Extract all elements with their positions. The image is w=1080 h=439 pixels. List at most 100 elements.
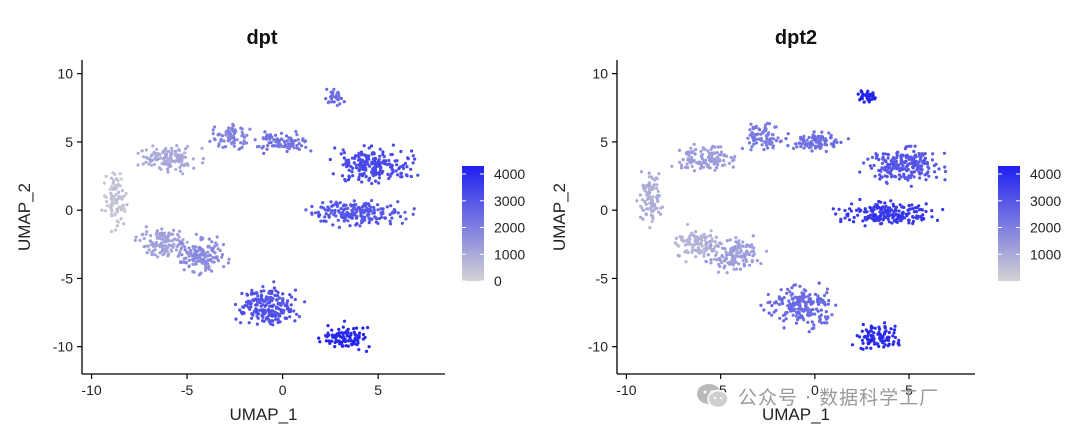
data-point	[883, 165, 888, 169]
data-point	[850, 343, 855, 347]
data-point	[881, 334, 885, 339]
data-point	[349, 164, 353, 169]
data-point	[220, 252, 225, 257]
data-point	[105, 199, 109, 204]
data-point	[273, 144, 277, 148]
data-point	[749, 148, 753, 152]
data-point	[388, 162, 392, 166]
data-point	[366, 326, 370, 330]
data-point	[896, 341, 900, 346]
data-point	[404, 173, 408, 177]
data-point	[141, 232, 145, 236]
data-point	[702, 254, 706, 258]
data-point	[187, 264, 191, 268]
data-point	[323, 215, 327, 219]
data-point	[804, 142, 808, 146]
data-point	[774, 301, 779, 305]
data-point	[154, 233, 158, 237]
data-point	[742, 255, 746, 259]
data-point	[291, 143, 295, 147]
data-point	[807, 308, 811, 312]
data-point	[261, 309, 265, 314]
data-point	[779, 288, 783, 292]
data-point	[140, 149, 144, 153]
data-point	[354, 222, 358, 226]
data-point	[325, 87, 329, 91]
data-point	[119, 208, 123, 212]
data-point	[778, 316, 782, 320]
data-point	[336, 93, 340, 97]
data-point	[269, 140, 273, 145]
data-point	[693, 237, 698, 241]
data-point	[278, 320, 282, 324]
data-point	[800, 309, 804, 313]
data-point	[937, 167, 941, 171]
data-point	[750, 145, 754, 149]
data-point	[894, 209, 898, 213]
data-point	[291, 140, 295, 144]
data-point	[159, 243, 163, 247]
data-point	[917, 160, 921, 164]
data-point	[869, 338, 873, 342]
data-point	[317, 213, 321, 218]
data-point	[798, 303, 802, 307]
data-point	[912, 149, 916, 154]
data-point	[411, 212, 415, 216]
data-point	[281, 297, 285, 301]
data-point	[860, 329, 864, 333]
data-point	[777, 297, 781, 301]
data-point	[371, 169, 375, 173]
data-point	[123, 209, 127, 213]
data-point	[861, 322, 865, 327]
data-point	[267, 313, 271, 318]
data-point	[301, 137, 305, 141]
data-point	[884, 159, 888, 164]
data-point	[688, 160, 692, 164]
data-point	[837, 207, 841, 211]
data-point	[201, 161, 205, 165]
data-point	[115, 199, 119, 203]
data-point	[692, 142, 696, 146]
data-point	[696, 239, 700, 243]
data-point	[296, 138, 300, 142]
data-point	[138, 238, 142, 243]
data-point	[819, 308, 824, 312]
data-point	[931, 152, 935, 156]
data-point	[722, 158, 726, 163]
data-point	[776, 136, 780, 140]
data-point	[719, 145, 723, 149]
data-point	[877, 325, 881, 329]
data-point	[179, 246, 183, 250]
data-point	[868, 329, 873, 333]
data-point	[285, 139, 289, 143]
data-point	[866, 157, 870, 161]
data-point	[354, 333, 358, 337]
data-point	[685, 151, 689, 155]
data-point	[702, 252, 706, 256]
data-point	[331, 223, 335, 227]
data-point	[868, 164, 872, 168]
data-point	[299, 144, 304, 148]
data-point	[829, 133, 833, 137]
data-point	[227, 130, 232, 134]
data-point	[744, 245, 748, 249]
data-point	[884, 204, 888, 208]
data-point	[337, 210, 341, 214]
data-point	[377, 176, 382, 180]
data-point	[933, 170, 937, 174]
data-point	[767, 311, 771, 315]
data-point	[352, 327, 356, 331]
data-point	[272, 286, 276, 290]
data-point	[923, 156, 928, 160]
data-point	[141, 155, 146, 159]
data-point	[201, 157, 205, 161]
data-point	[241, 133, 245, 137]
data-point	[870, 207, 874, 211]
data-point	[109, 197, 113, 201]
data-point	[889, 327, 893, 331]
data-point	[930, 209, 934, 213]
data-point	[118, 172, 122, 176]
data-point	[200, 146, 204, 150]
cluster-top-arc	[740, 121, 783, 152]
